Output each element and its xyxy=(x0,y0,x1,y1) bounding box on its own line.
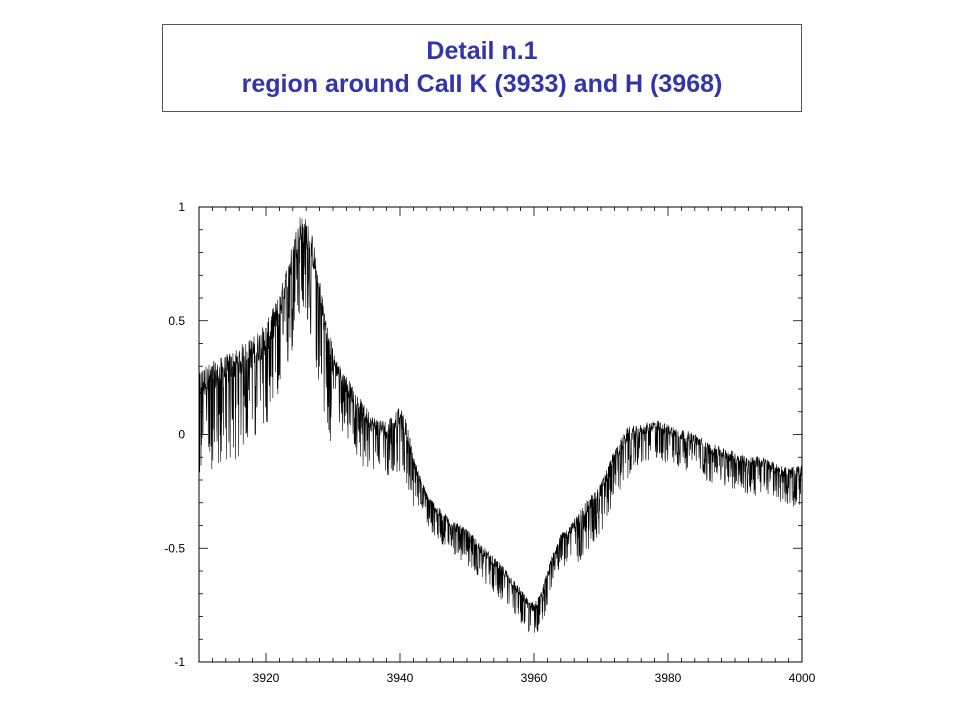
x-tick-label: 3980 xyxy=(655,671,682,685)
slide-title-line-2: region around CaII K (3933) and H (3968) xyxy=(241,70,723,98)
slide-title-line-1: Detail n.1 xyxy=(426,37,538,65)
x-tick-label: 3960 xyxy=(521,671,548,685)
y-tick-label: 1 xyxy=(178,200,185,214)
y-tick-label: 0.5 xyxy=(168,314,185,328)
y-tick-label: 0 xyxy=(178,428,185,442)
x-tick-label: 4000 xyxy=(789,671,816,685)
y-tick-label: -1 xyxy=(174,655,185,669)
slide-title-box: Detail n.1 region around CaII K (3933) a… xyxy=(162,24,802,112)
axis-tick-labels: 3920 3940 3960 3980 4000 1 0.5 0 -0.5 -1 xyxy=(164,200,815,685)
x-tick-label: 3940 xyxy=(387,671,414,685)
spectrum-line xyxy=(198,217,803,633)
x-tick-label: 3920 xyxy=(253,671,280,685)
y-tick-label: -0.5 xyxy=(164,541,185,555)
